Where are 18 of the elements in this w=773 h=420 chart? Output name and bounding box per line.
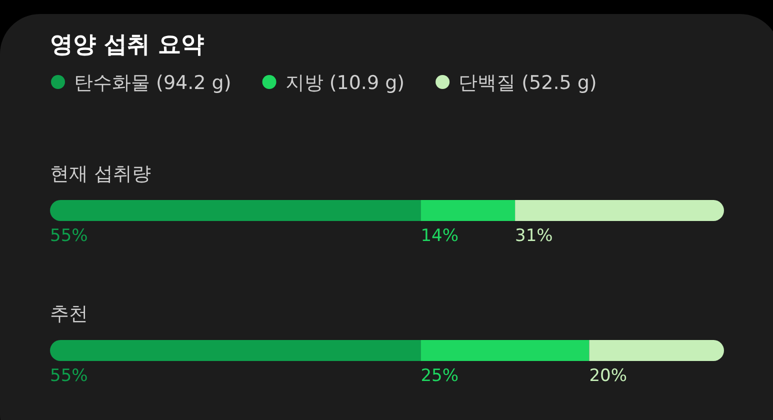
bar	[589, 340, 724, 361]
data-label: 55%	[50, 366, 88, 386]
chart-title: 영양 섭취 요약	[50, 32, 204, 58]
legend-label: 탄수화물 (94.2 g)	[74, 72, 232, 94]
data-label: 55%	[50, 226, 88, 246]
legend-label: 지방 (10.9 g)	[285, 72, 405, 94]
y-tick-label: 추천	[50, 303, 88, 325]
bar	[50, 340, 421, 361]
data-label: 25%	[420, 366, 458, 386]
data-label: 14%	[420, 226, 458, 246]
legend-label: 단백질 (52.5 g)	[458, 72, 597, 94]
data-label: 20%	[589, 366, 627, 386]
bar	[50, 200, 421, 221]
data-label: 31%	[515, 226, 553, 246]
bar	[515, 200, 724, 221]
bar	[420, 340, 590, 361]
y-tick-label: 현재 섭취량	[50, 163, 152, 185]
bar	[420, 200, 516, 221]
